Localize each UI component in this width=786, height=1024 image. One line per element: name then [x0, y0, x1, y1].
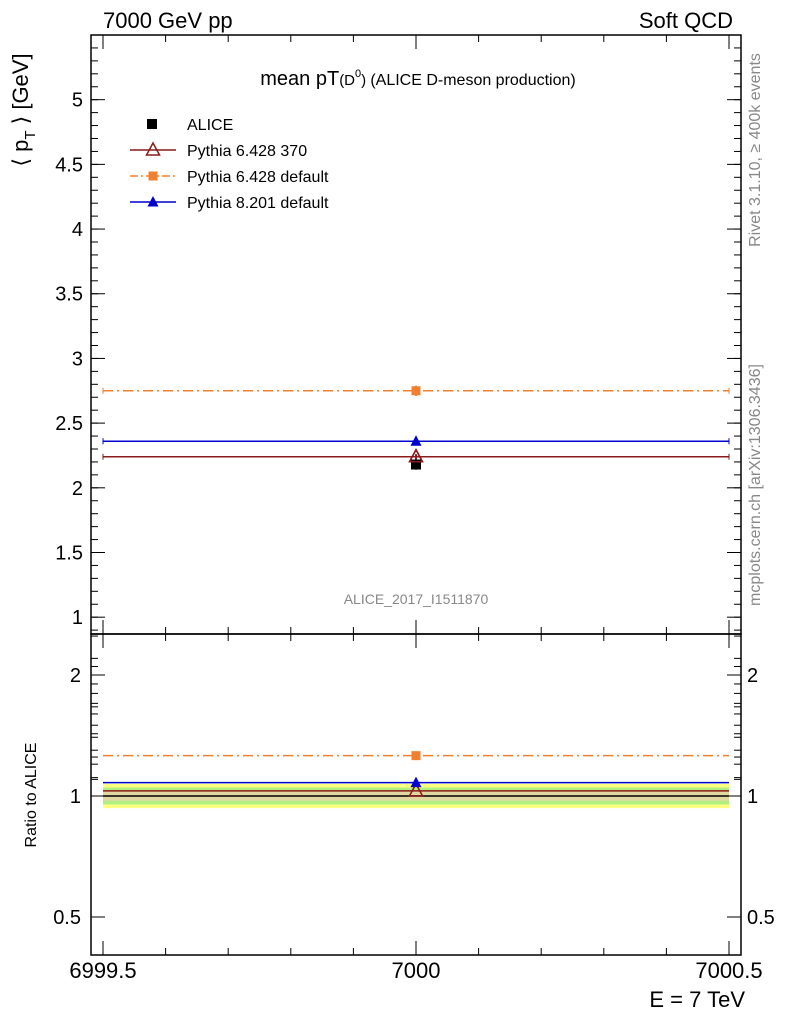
legend-label-1: Pythia 6.428 370: [187, 143, 307, 160]
y-tick-label: 4.5: [55, 154, 83, 176]
x-axis-label: E = 7 TeV: [649, 987, 745, 1012]
series-marker-top-0: [408, 448, 424, 463]
y-axis-label: ⟨ pT ⟩ [GeV]: [8, 53, 39, 166]
plot-title: mean pT(D0) (ALICE D-meson production): [260, 68, 575, 90]
ratio-marker-0: [408, 782, 424, 797]
data-marker: [411, 459, 421, 470]
legend-label-3: Pythia 8.201 default: [187, 195, 329, 212]
ratio-tick-label-right: 1: [747, 786, 758, 808]
main-panel: 1 1.5 2 2.5 3 3.5 4 4.5 5: [55, 34, 742, 955]
plot-title-sup: 0: [355, 68, 361, 80]
ratio-panel: 0.5 0.5 1 1 2 2 6999.5 7000 7000.5: [53, 633, 775, 983]
mcplots-reference-label: mcplots.cern.ch [arXiv:1306.3436]: [747, 364, 764, 606]
y-tick-label: 3.5: [55, 284, 83, 306]
y-tick-label: 5: [72, 90, 83, 112]
ratio-marker-2: [410, 776, 422, 788]
y-tick-label: 1: [72, 607, 83, 629]
legend-marker-1: [145, 141, 161, 156]
series-marker-2: [410, 435, 422, 446]
x-tick-label: 7000.5: [695, 958, 762, 983]
analysis-id-label: ALICE_2017_I1511870: [344, 591, 489, 607]
y-tick-label: 1.5: [55, 542, 83, 564]
y-axis-label-sub: T: [22, 130, 39, 139]
plot-title-paren: (D: [339, 72, 355, 89]
legend-marker-3: [147, 196, 159, 207]
ratio-tick-label-left: 2: [70, 665, 81, 687]
ratio-marker-1: [411, 751, 421, 761]
y-axis-label-main: ⟨ p: [8, 140, 33, 167]
x-tick-label: 7000: [392, 958, 441, 983]
series-marker-1: [411, 386, 421, 396]
plot-title-main: mean pT: [260, 68, 339, 90]
legend-marker-data: [147, 119, 157, 129]
ratio-axis-label: Ratio to ALICE: [23, 743, 40, 848]
y-axis-label-end: ⟩ [GeV]: [8, 53, 33, 124]
rivet-version-label: Rivet 3.1.10, ≥ 400k events: [747, 53, 764, 247]
ratio-tick-label-right: 0.5: [747, 907, 775, 929]
y-tick-label: 2.5: [55, 413, 83, 435]
ratio-tick-label-left: 1: [70, 786, 81, 808]
legend-marker-2: [148, 171, 158, 181]
y-tick-label: 3: [72, 348, 83, 370]
y-tick-label: 4: [72, 219, 83, 241]
header-right-label: Soft QCD: [639, 8, 733, 33]
x-tick-label: 6999.5: [69, 958, 136, 983]
ratio-frame: [90, 633, 742, 956]
ratio-tick-label-right: 2: [747, 665, 758, 687]
legend: ALICE Pythia 6.428 370 Pythia 6.428 defaul…: [130, 117, 329, 212]
header-left-label: 7000 GeV pp: [103, 8, 233, 33]
plot-title-close: ): [361, 72, 366, 89]
legend-label-0: ALICE: [187, 117, 233, 134]
y-tick-label: 2: [72, 478, 83, 500]
legend-label-2: Pythia 6.428 default: [187, 169, 329, 186]
ratio-tick-label-left: 0.5: [53, 907, 81, 929]
plot-title-desc: (ALICE D-meson production): [370, 72, 575, 89]
